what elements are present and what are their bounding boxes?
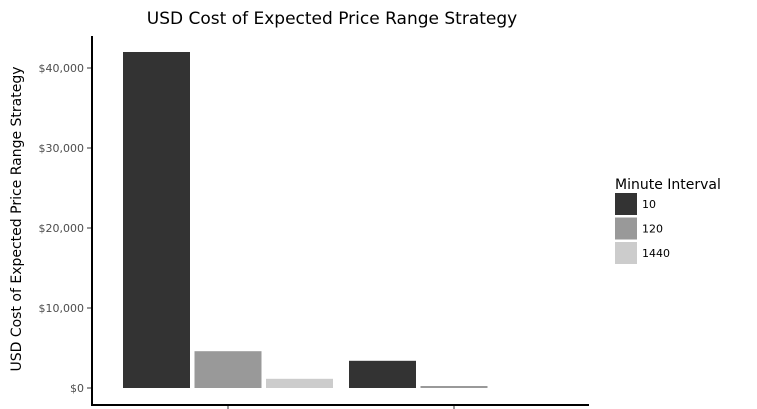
- y-axis-label: USD Cost of Expected Price Range Strateg…: [9, 66, 25, 371]
- y-tick-label: $40,000: [39, 62, 85, 75]
- y-tick-label: $20,000: [39, 222, 85, 235]
- bars-group: [123, 52, 488, 388]
- legend-title: Minute Interval: [615, 177, 721, 193]
- legend-label: 10: [642, 198, 656, 211]
- legend-swatch: [615, 193, 637, 215]
- y-tick-label: $0: [70, 382, 84, 395]
- bar: [349, 360, 416, 388]
- bar: [194, 351, 262, 388]
- legend-swatch: [615, 217, 637, 240]
- bar: [266, 378, 333, 388]
- bar: [420, 386, 488, 388]
- legend: Minute Interval 10 120 1440: [615, 177, 721, 264]
- y-tick-label: $10,000: [39, 302, 85, 315]
- y-tick-label: $30,000: [39, 142, 85, 155]
- chart-title: USD Cost of Expected Price Range Strateg…: [147, 9, 517, 29]
- bar: [123, 52, 190, 388]
- y-axis-ticks: $0 $10,000 $20,000 $30,000 $40,000: [39, 62, 92, 395]
- legend-label: 120: [642, 223, 663, 236]
- legend-label: 1440: [642, 247, 670, 260]
- legend-swatch: [615, 242, 637, 264]
